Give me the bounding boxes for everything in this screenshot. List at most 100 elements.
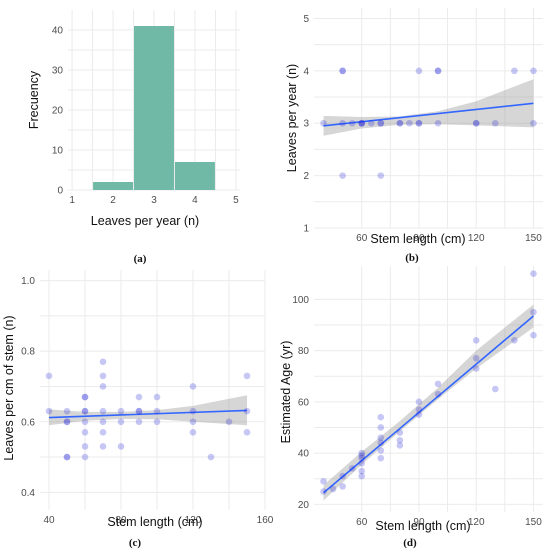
data-point [358, 119, 366, 127]
data-point [81, 443, 89, 450]
y-axis-label-c: Leaves per cm of stem (n) [2, 315, 16, 460]
panel-label-a: (a) [134, 253, 147, 265]
data-point [415, 411, 423, 418]
data-point [63, 453, 71, 461]
data-point [434, 119, 442, 127]
y-tick-label: 0.8 [21, 347, 35, 358]
data-point [243, 429, 251, 436]
plot-area-c [40, 270, 265, 510]
x-tick-label: 150 [525, 517, 542, 528]
y-tick-label: 0 [57, 186, 63, 197]
y-tick-label: 10 [52, 146, 64, 157]
data-point [472, 337, 480, 344]
trend-line-d [323, 315, 534, 494]
data-point [358, 119, 366, 127]
data-point [339, 119, 346, 127]
y-tick-label: 40 [298, 449, 310, 460]
data-point [434, 380, 442, 388]
data-point [367, 119, 375, 127]
data-points-b [320, 67, 537, 179]
data-point [320, 477, 327, 485]
data-point [491, 119, 499, 127]
x-tick-label: 40 [43, 515, 55, 526]
data-point [530, 331, 537, 339]
data-point [491, 385, 499, 393]
data-point [415, 406, 423, 413]
data-point [358, 119, 366, 127]
data-point [320, 488, 327, 495]
data-point [339, 67, 346, 75]
data-point [63, 453, 71, 461]
data-point [511, 337, 518, 344]
data-points-c [45, 358, 251, 461]
y-tick-label: 4 [303, 66, 309, 77]
data-point [358, 452, 366, 459]
panel-label-d: (d) [403, 537, 417, 549]
data-point [406, 119, 413, 127]
data-point [99, 429, 107, 436]
data-point [377, 172, 385, 179]
data-point [135, 393, 143, 401]
data-point [415, 398, 423, 406]
regression-line [323, 102, 534, 127]
data-point [189, 383, 197, 390]
data-point [81, 407, 89, 415]
y-tick-label: 30 [52, 66, 64, 77]
trend-line-c [48, 409, 248, 419]
y-axis-label-b: Leaves per year (n) [285, 64, 299, 172]
y-tick-label: 40 [52, 26, 64, 37]
x-tick-label: 120 [468, 233, 485, 244]
data-point [99, 418, 107, 426]
panel-label-c: (c) [129, 537, 142, 549]
x-tick-label: 1 [69, 195, 75, 206]
y-tick-label: 1.0 [21, 276, 35, 287]
data-point [99, 358, 107, 366]
data-point [339, 483, 346, 490]
y-tick-label: 2 [303, 171, 309, 182]
data-point [415, 67, 423, 75]
data-point [415, 119, 423, 127]
data-point [415, 119, 423, 127]
data-point [81, 418, 89, 426]
x-tick-labels-c: 40 80 120 160 [43, 515, 273, 526]
data-point [358, 449, 366, 457]
confidence-band-d [323, 304, 534, 501]
y-tick-label: 80 [298, 346, 310, 357]
y-tick-labels-b: 1 2 3 4 5 [303, 14, 309, 235]
histogram-bars [93, 26, 215, 190]
data-point [81, 453, 89, 461]
confidence-band-area [323, 304, 534, 501]
x-tick-label: 3 [151, 195, 157, 206]
confidence-band-area [49, 395, 247, 426]
regression-line [48, 409, 248, 419]
data-point [45, 372, 53, 380]
histogram-bar [134, 26, 174, 190]
data-point [377, 119, 385, 127]
x-tick-label: 2 [110, 195, 116, 206]
confidence-band-c [49, 395, 247, 426]
data-point [472, 365, 480, 372]
data-point [377, 434, 385, 441]
y-tick-labels-d: 20 40 60 80 100 [292, 295, 309, 511]
data-point [117, 443, 125, 450]
y-tick-label: 20 [298, 500, 310, 511]
data-point [117, 407, 125, 415]
data-point [358, 454, 366, 462]
data-point [377, 454, 385, 462]
data-point [396, 119, 404, 127]
data-point [472, 119, 480, 127]
x-axis-label-b: Stem length (cm) [370, 232, 465, 246]
data-point [99, 407, 107, 415]
data-point [434, 390, 442, 398]
data-points-d [320, 270, 537, 495]
data-point [135, 418, 143, 426]
x-tick-label: 90 [413, 517, 425, 528]
confidence-band-b [323, 79, 534, 136]
y-tick-label: 20 [52, 106, 64, 117]
data-point [377, 424, 385, 431]
x-axis-label-d: Stem length (cm) [375, 519, 470, 533]
x-tick-label: 60 [356, 233, 368, 244]
x-tick-label: 90 [413, 233, 425, 244]
